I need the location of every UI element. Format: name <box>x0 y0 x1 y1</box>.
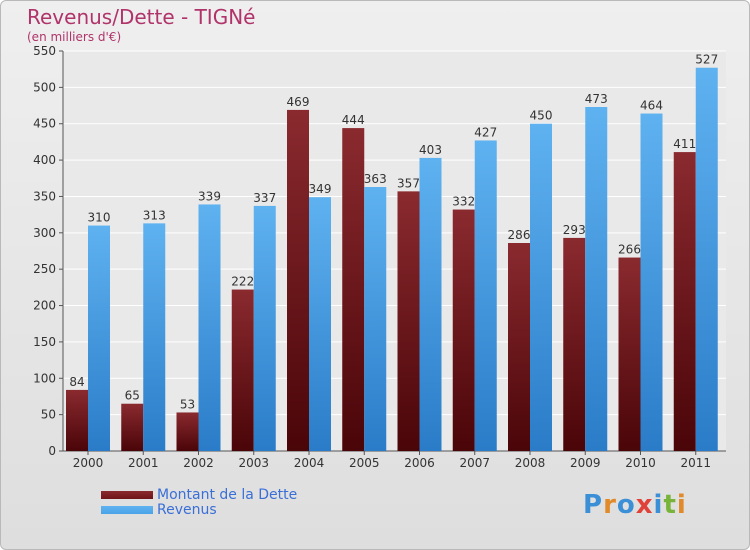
data-label-revenus: 427 <box>474 125 497 139</box>
x-tick-label: 2003 <box>238 456 269 470</box>
y-tick-label: 400 <box>33 153 56 167</box>
bar-dette <box>397 191 420 451</box>
legend-item-dette: Montant de la Dette <box>101 486 298 503</box>
x-tick-label: 2007 <box>459 456 490 470</box>
x-tick-label: 2000 <box>73 456 104 470</box>
bar-revenus <box>88 225 110 451</box>
data-label-dette: 411 <box>673 137 696 151</box>
bar-revenus <box>253 205 276 451</box>
data-label-revenus: 349 <box>309 182 332 196</box>
data-label-dette: 293 <box>563 223 586 237</box>
data-label-revenus: 403 <box>419 143 442 157</box>
bar-dette <box>66 389 88 451</box>
data-label-dette: 65 <box>125 389 140 403</box>
data-label-dette: 84 <box>69 375 84 389</box>
data-label-revenus: 450 <box>530 109 553 123</box>
data-label-dette: 332 <box>452 195 475 209</box>
bar-dette <box>452 209 475 451</box>
x-tick-label: 2006 <box>404 456 435 470</box>
bar-revenus <box>364 187 387 451</box>
proxiti-logo: Proxiti <box>583 490 687 520</box>
bar-dette <box>287 109 309 451</box>
plot-area <box>63 51 726 451</box>
y-tick-label: 150 <box>33 335 56 349</box>
bar-revenus <box>640 113 663 451</box>
y-tick-label: 100 <box>33 371 56 385</box>
chart-subtitle: (en milliers d'€) <box>27 30 122 44</box>
x-tick-label: 2005 <box>349 456 380 470</box>
y-tick-label: 0 <box>48 444 56 458</box>
y-tick-label: 500 <box>33 80 56 94</box>
legend-swatch-dette <box>101 490 153 499</box>
logo-letter: i <box>676 490 687 520</box>
data-label-revenus: 310 <box>88 211 111 225</box>
data-label-revenus: 363 <box>364 172 387 186</box>
logo-letter: P <box>583 490 604 520</box>
data-label-dette: 469 <box>287 95 310 109</box>
logo-letter: o <box>616 490 636 520</box>
data-label-dette: 357 <box>397 176 420 190</box>
bar-dette <box>563 237 586 451</box>
x-tick-label: 2011 <box>680 456 711 470</box>
legend-swatch-revenus <box>101 505 153 514</box>
logo-letter: r <box>603 490 617 520</box>
legend: Montant de la Dette Revenus <box>101 486 298 518</box>
y-tick-label: 450 <box>33 117 56 131</box>
bar-revenus <box>530 123 552 452</box>
bar-dette <box>673 152 696 451</box>
data-label-revenus: 313 <box>143 208 166 222</box>
data-label-dette: 53 <box>180 397 195 411</box>
x-tick-label: 2009 <box>570 456 601 470</box>
bar-revenus <box>585 107 608 451</box>
data-label-revenus: 464 <box>640 99 663 113</box>
y-tick-label: 50 <box>41 408 56 422</box>
data-label-revenus: 337 <box>253 191 276 205</box>
chart-title: Revenus/Dette - TIGNé <box>27 5 256 29</box>
y-tick-label: 350 <box>33 189 56 203</box>
bar-dette <box>231 289 254 451</box>
logo-letter: i <box>653 490 664 520</box>
bar-revenus <box>309 197 331 451</box>
y-tick-label: 250 <box>33 262 56 276</box>
x-tick-label: 2010 <box>625 456 656 470</box>
y-tick-label: 200 <box>33 299 56 313</box>
bar-revenus <box>143 223 166 451</box>
data-label-dette: 286 <box>508 228 531 242</box>
bar-dette <box>176 412 199 451</box>
data-label-dette: 222 <box>231 275 254 289</box>
legend-label-dette: Montant de la Dette <box>157 486 298 503</box>
bar-revenus <box>198 204 221 451</box>
data-label-dette: 266 <box>618 243 641 257</box>
data-label-dette: 444 <box>342 113 365 127</box>
bar-dette <box>121 403 144 451</box>
x-tick-label: 2002 <box>183 456 214 470</box>
y-tick-label: 550 <box>33 44 56 58</box>
x-tick-label: 2001 <box>128 456 159 470</box>
data-label-revenus: 473 <box>585 92 608 106</box>
data-label-revenus: 339 <box>198 189 221 203</box>
legend-label-revenus: Revenus <box>157 501 217 518</box>
logo-letter: t <box>663 490 677 520</box>
logo-letter: x <box>635 490 654 520</box>
bar-revenus <box>695 67 718 452</box>
legend-item-revenus: Revenus <box>101 501 297 518</box>
bar-dette <box>618 257 641 451</box>
x-tick-label: 2004 <box>294 456 325 470</box>
bar-dette <box>508 243 530 451</box>
data-label-revenus: 527 <box>695 53 718 67</box>
bar-revenus <box>474 140 497 452</box>
bar-revenus <box>419 157 442 451</box>
x-tick-label: 2008 <box>515 456 546 470</box>
y-tick-label: 300 <box>33 226 56 240</box>
bar-dette <box>342 128 365 451</box>
